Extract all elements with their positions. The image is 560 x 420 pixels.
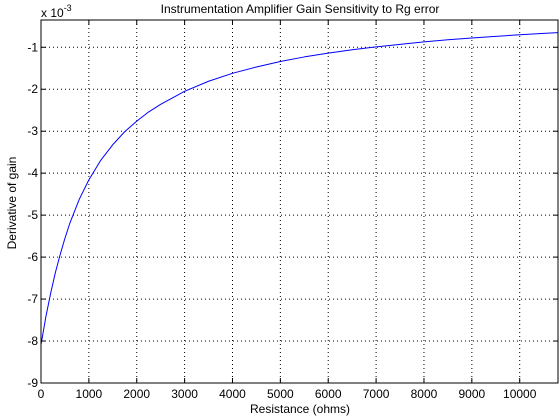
x-tick-label: 3000: [171, 387, 198, 401]
ticks-layer: 0 1000 2000 3000 4000 5000 6000 7000 8000 9000 100…: [27, 20, 558, 401]
y-tick-label: -1: [27, 40, 38, 54]
x-tick-label: 2000: [123, 387, 150, 401]
x-tick-label: 10000: [503, 387, 537, 401]
x-tick-label: 9000: [458, 387, 485, 401]
y-tick-label: -2: [27, 82, 38, 96]
y-tick-label: -6: [27, 250, 38, 264]
series-line: [40, 32, 559, 345]
y-axis-multiplier-exponent: -3: [64, 3, 72, 13]
y-axis-label: Derivative of gain: [5, 157, 19, 250]
x-tick-label: 7000: [363, 387, 390, 401]
plot-frame: [40, 19, 559, 384]
x-tick-label: 8000: [411, 387, 438, 401]
y-axis-multiplier: x 10-3: [41, 3, 72, 20]
chart-title: Instrumentation Amplifier Gain Sensitivi…: [161, 2, 440, 16]
x-tick-label: 1000: [76, 387, 103, 401]
x-tick-label: 0: [38, 387, 45, 401]
y-tick-label: -8: [27, 334, 38, 348]
x-tick-label: 5000: [267, 387, 294, 401]
plot-area: [41, 20, 558, 383]
grid-layer: [41, 20, 558, 383]
y-axis-multiplier-base: x 10: [41, 6, 64, 20]
x-tick-label: 4000: [219, 387, 246, 401]
y-tick-label: -3: [27, 124, 38, 138]
y-tick-label: -9: [27, 376, 38, 390]
series-layer: [40, 32, 559, 345]
x-axis-label: Resistance (ohms): [250, 402, 350, 416]
x-tick-label: 6000: [315, 387, 342, 401]
y-tick-label: -4: [27, 166, 38, 180]
y-tick-label: -7: [27, 292, 38, 306]
y-tick-label: -5: [27, 208, 38, 222]
